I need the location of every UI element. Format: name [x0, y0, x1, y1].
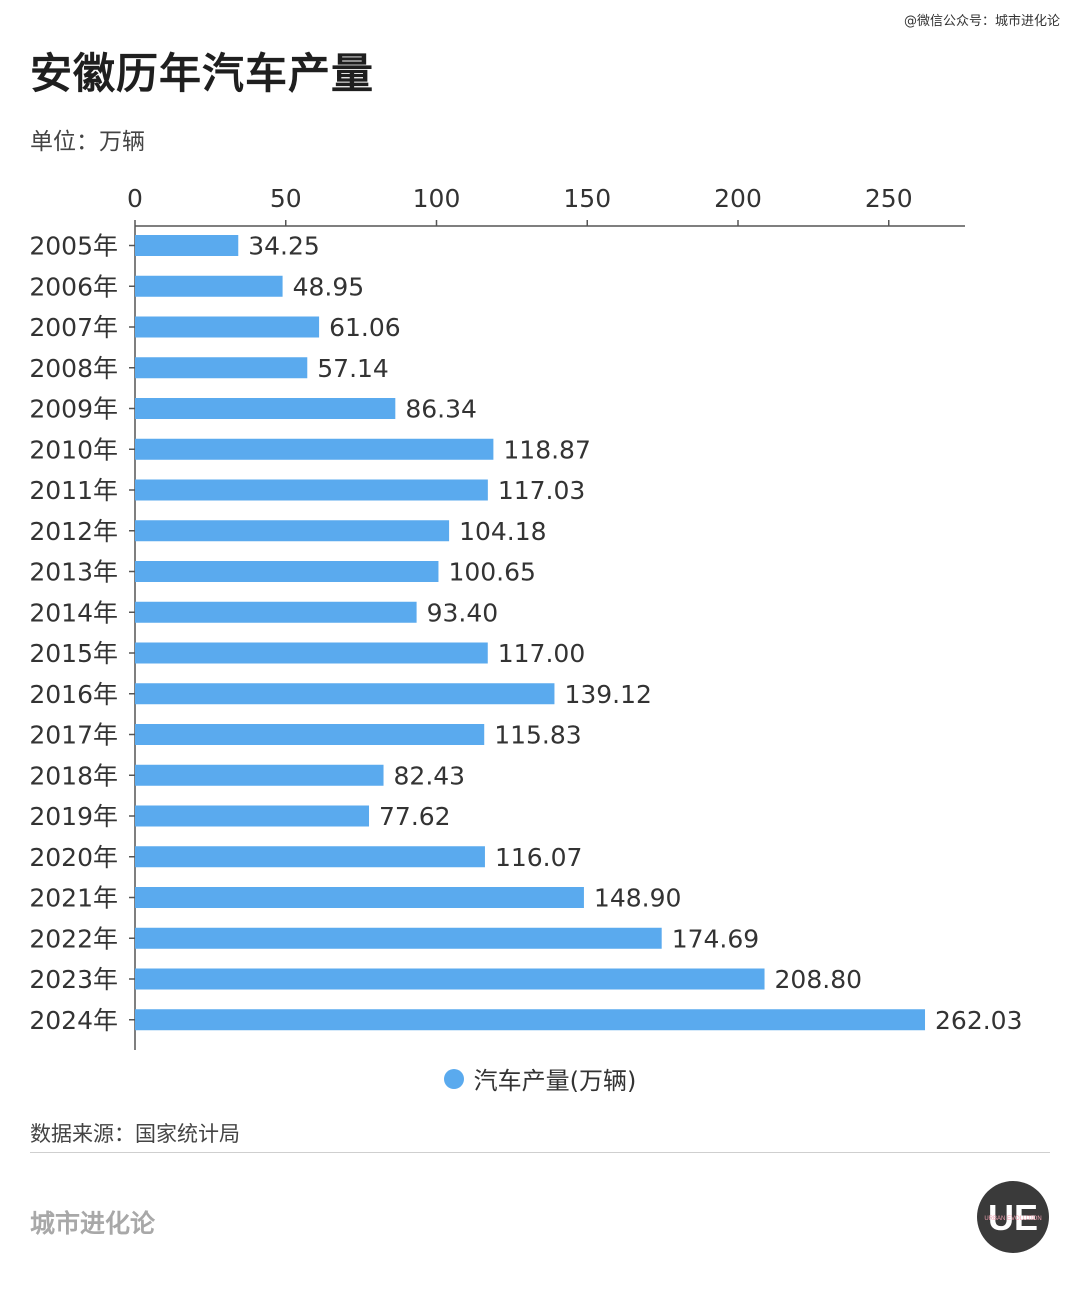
bar: [135, 805, 370, 827]
bar: [135, 357, 308, 379]
data-label: 148.90: [594, 884, 681, 913]
footer-divider: [30, 1152, 1050, 1153]
category-label: 2023年: [29, 965, 118, 994]
logo-text: UE: [988, 1197, 1038, 1238]
bar: [135, 398, 396, 419]
category-label: 2017年: [29, 721, 118, 750]
category-label: 2020年: [29, 843, 118, 872]
category-label: 2016年: [29, 680, 118, 709]
category-label: 2018年: [29, 761, 118, 790]
bar: [135, 683, 555, 705]
bar: [135, 561, 439, 582]
category-label: 2005年: [29, 232, 118, 261]
bar: [135, 479, 488, 501]
data-label: 208.80: [775, 965, 862, 994]
data-label: 34.25: [248, 232, 320, 261]
bar: [135, 1009, 926, 1031]
chart-title: 安徽历年汽车产量: [30, 49, 375, 98]
bar: [135, 927, 662, 949]
brand-logo: UE URBAN EVOLUTION: [977, 1181, 1049, 1253]
category-label: 2012年: [29, 517, 118, 546]
bar: [135, 275, 283, 297]
category-label: 2014年: [29, 598, 118, 627]
data-label: 61.06: [329, 313, 401, 342]
category-label: 2010年: [29, 435, 118, 464]
category-label: 2013年: [29, 558, 118, 587]
bar: [135, 601, 417, 623]
data-label: 116.07: [495, 843, 582, 872]
data-label: 115.83: [494, 721, 581, 750]
category-label: 2006年: [29, 272, 118, 301]
legend: 汽车产量(万辆): [0, 1061, 1080, 1096]
bar: [135, 438, 494, 460]
bar: [135, 887, 584, 908]
x-tick-label: 50: [270, 184, 302, 213]
data-label: 100.65: [448, 558, 535, 587]
legend-swatch: [443, 1068, 464, 1089]
bar: [135, 846, 485, 868]
x-tick-label: 200: [714, 184, 762, 213]
data-label: 57.14: [317, 354, 389, 383]
data-label: 77.62: [379, 802, 451, 831]
data-label: 174.69: [672, 924, 759, 953]
category-label: 2022年: [29, 924, 118, 953]
category-label: 2015年: [29, 639, 118, 668]
x-tick-label: 0: [127, 184, 143, 213]
data-label: 93.40: [427, 598, 499, 627]
data-label: 139.12: [564, 680, 651, 709]
x-tick-label: 100: [413, 184, 461, 213]
data-label: 104.18: [459, 517, 546, 546]
category-label: 2007年: [29, 313, 118, 342]
category-label: 2024年: [29, 1006, 118, 1035]
bar: [135, 642, 488, 664]
x-tick-label: 150: [563, 184, 611, 213]
bar: [135, 764, 384, 786]
x-tick-label: 250: [865, 184, 913, 213]
logo-circle: [977, 1181, 1049, 1253]
bar: [135, 235, 239, 256]
wechat-credit: @微信公众号：城市进化论: [903, 14, 1060, 29]
bar: [135, 724, 485, 745]
data-label: 262.03: [935, 1006, 1022, 1035]
category-label: 2019年: [29, 802, 118, 831]
bar: [135, 968, 765, 990]
legend-label: 汽车产量(万辆): [473, 1067, 637, 1095]
category-label: 2021年: [29, 884, 118, 913]
data-label: 118.87: [503, 435, 590, 464]
data-label: 82.43: [394, 761, 466, 790]
bar-chart: 0 50 100 150 200 250 2005年 34.25 2006年 48.95 2007年…: [29, 184, 1023, 1050]
logo-subtext: URBAN EVOLUTION: [984, 1216, 1041, 1222]
data-source: 数据来源：国家统计局: [30, 1122, 240, 1146]
category-label: 2011年: [29, 476, 118, 505]
data-label: 48.95: [293, 272, 365, 301]
data-label: 117.03: [498, 476, 585, 505]
category-label: 2009年: [29, 395, 118, 424]
brand-name: 城市进化论: [30, 1209, 156, 1238]
data-label: 117.00: [498, 639, 585, 668]
category-label: 2008年: [29, 354, 118, 383]
unit-label: 单位：万辆: [30, 129, 145, 155]
data-label: 86.34: [405, 395, 477, 424]
bar: [135, 316, 320, 338]
bar: [135, 520, 450, 542]
